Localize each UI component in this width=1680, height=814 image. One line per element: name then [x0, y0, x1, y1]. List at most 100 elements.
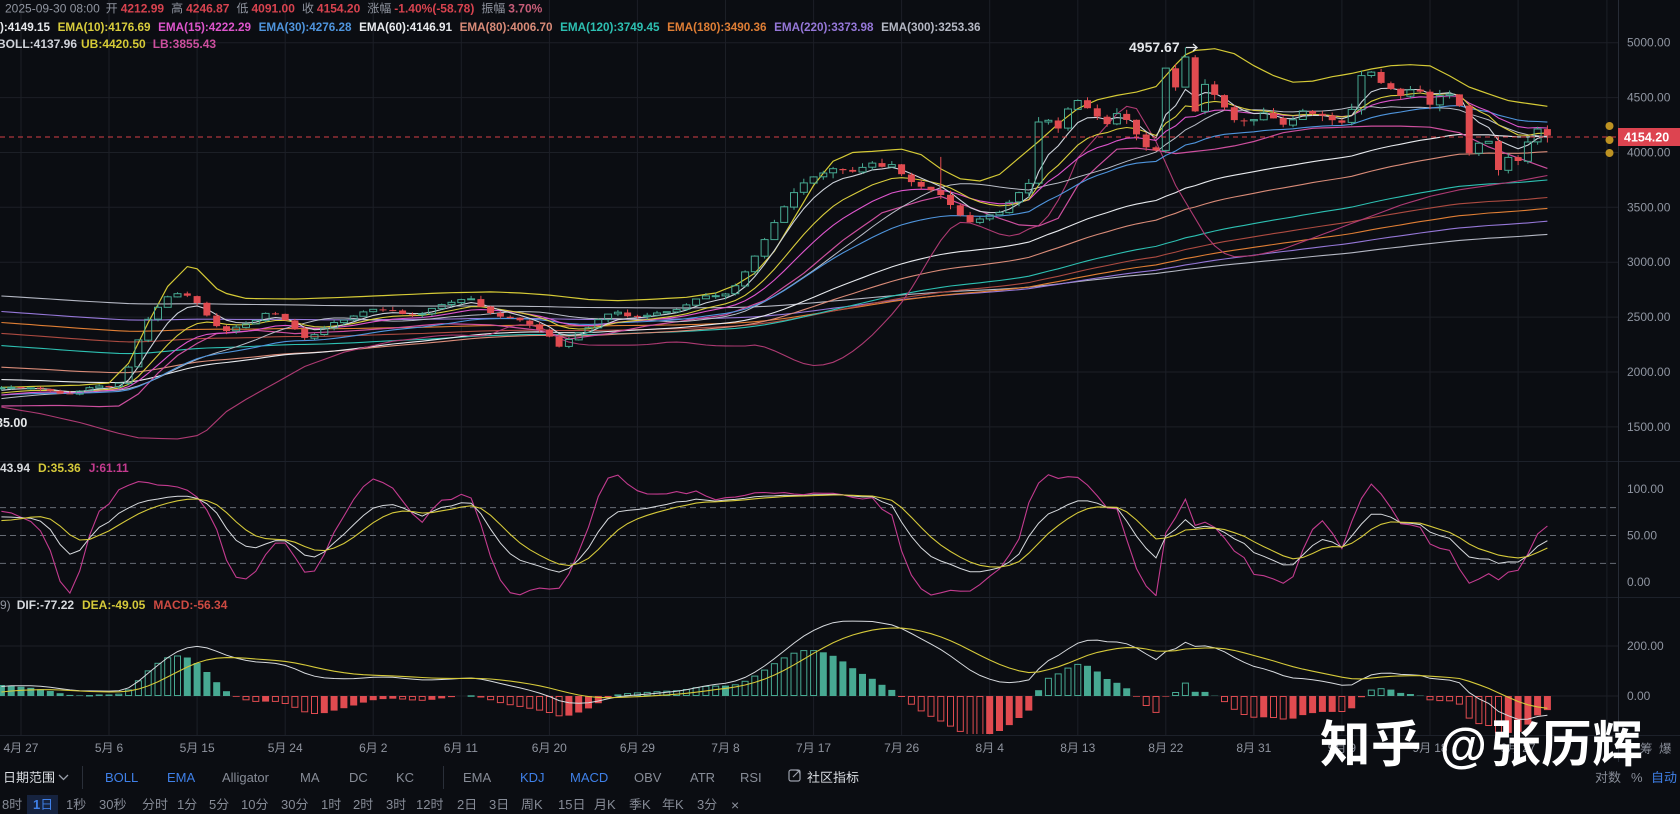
svg-text:EMA(30):4276.28: EMA(30):4276.28 — [259, 21, 352, 34]
svg-text:OBV: OBV — [634, 770, 662, 785]
svg-text:3000.00: 3000.00 — [1627, 255, 1671, 269]
svg-text:KDJ: KDJ — [520, 770, 545, 785]
svg-text:EMA(80):4006.70: EMA(80):4006.70 — [460, 21, 553, 34]
svg-text:LB:3855.43: LB:3855.43 — [153, 37, 217, 51]
svg-text:4154.20: 4154.20 — [317, 2, 361, 16]
svg-text:EMA(60):4146.91: EMA(60):4146.91 — [359, 21, 452, 34]
svg-text:7: 7 — [796, 741, 803, 755]
svg-text:BOLL:4137.96: BOLL:4137.96 — [0, 37, 77, 51]
svg-text:):4149.15: ):4149.15 — [0, 21, 51, 34]
svg-text:J:61.11: J:61.11 — [89, 461, 129, 475]
svg-text:K: K — [607, 797, 616, 812]
svg-text:4154.20: 4154.20 — [1624, 131, 1669, 145]
svg-text:8: 8 — [976, 741, 983, 755]
svg-text:EMA(15):4222.29: EMA(15):4222.29 — [158, 21, 251, 34]
svg-text:K: K — [642, 797, 651, 812]
svg-text:2: 2 — [457, 797, 464, 812]
svg-text:100.00: 100.00 — [1627, 482, 1664, 496]
svg-text:Alligator: Alligator — [222, 770, 270, 785]
svg-text:1: 1 — [321, 797, 328, 812]
svg-text:KC: KC — [396, 770, 414, 785]
svg-text:12: 12 — [416, 797, 430, 812]
svg-text:4: 4 — [4, 741, 11, 755]
svg-text:×: × — [731, 797, 739, 813]
svg-text:0.00: 0.00 — [1627, 689, 1651, 703]
svg-text:DC: DC — [349, 770, 368, 785]
svg-text:6: 6 — [117, 741, 124, 755]
svg-text:7: 7 — [884, 741, 891, 755]
svg-text:26: 26 — [906, 741, 920, 755]
svg-text:27: 27 — [25, 741, 39, 755]
svg-text:@: @ — [1440, 720, 1487, 773]
svg-text:20: 20 — [554, 741, 568, 755]
svg-text:50.00: 50.00 — [1627, 529, 1657, 543]
svg-text:RSI: RSI — [740, 770, 762, 785]
svg-text:EMA(120):3749.45: EMA(120):3749.45 — [560, 21, 660, 34]
svg-text:EMA: EMA — [463, 770, 492, 785]
svg-text:13: 13 — [1082, 741, 1096, 755]
svg-text:1: 1 — [66, 797, 73, 812]
svg-text:4091.00: 4091.00 — [252, 2, 296, 16]
svg-text:35.00: 35.00 — [0, 416, 27, 430]
svg-text:1: 1 — [33, 797, 40, 812]
svg-text:2025-09-30 08:00: 2025-09-30 08:00 — [5, 2, 100, 16]
svg-text:3500.00: 3500.00 — [1627, 200, 1671, 214]
svg-text:4: 4 — [997, 741, 1004, 755]
svg-text:EMA(10):4176.69: EMA(10):4176.69 — [58, 21, 151, 34]
svg-text:3: 3 — [489, 797, 496, 812]
svg-text:6: 6 — [359, 741, 366, 755]
svg-text:5: 5 — [268, 741, 275, 755]
svg-text:4212.99: 4212.99 — [121, 2, 165, 16]
svg-text:10: 10 — [241, 797, 255, 812]
svg-text:18: 18 — [1434, 741, 1448, 755]
svg-text:22: 22 — [1170, 741, 1184, 755]
svg-text:8: 8 — [2, 797, 9, 812]
svg-text:MA: MA — [300, 770, 320, 785]
svg-text:2000.00: 2000.00 — [1627, 365, 1671, 379]
svg-text:6: 6 — [620, 741, 627, 755]
svg-text:5: 5 — [180, 741, 187, 755]
svg-text:4000.00: 4000.00 — [1627, 146, 1671, 160]
svg-text:D:35.36: D:35.36 — [38, 461, 81, 475]
svg-text:UB:4420.50: UB:4420.50 — [81, 37, 146, 51]
svg-text:4246.87: 4246.87 — [186, 2, 230, 16]
svg-text:30: 30 — [281, 797, 295, 812]
svg-text:EMA(220):3373.98: EMA(220):3373.98 — [774, 21, 874, 34]
svg-text:8: 8 — [1060, 741, 1067, 755]
svg-text:5: 5 — [209, 797, 216, 812]
svg-text:3.70%: 3.70% — [508, 2, 542, 16]
svg-text:2: 2 — [353, 797, 360, 812]
svg-text:5: 5 — [95, 741, 102, 755]
svg-text:3: 3 — [697, 797, 704, 812]
svg-text:17: 17 — [818, 741, 832, 755]
svg-text:2500.00: 2500.00 — [1627, 310, 1671, 324]
svg-text:1: 1 — [177, 797, 184, 812]
svg-text:200.00: 200.00 — [1627, 639, 1664, 653]
svg-text:BOLL: BOLL — [105, 770, 138, 785]
svg-text:5000.00: 5000.00 — [1627, 36, 1671, 50]
svg-text:MACD:-56.34: MACD:-56.34 — [153, 598, 227, 612]
svg-text:EMA: EMA — [167, 770, 196, 785]
svg-text:7: 7 — [711, 741, 718, 755]
svg-text:8: 8 — [1236, 741, 1243, 755]
svg-text:6: 6 — [532, 741, 539, 755]
svg-text:11: 11 — [466, 741, 479, 755]
svg-text:MACD: MACD — [570, 770, 608, 785]
svg-text:4957.67: 4957.67 — [1129, 39, 1180, 55]
svg-text:-1.40%(-58.78): -1.40%(-58.78) — [394, 2, 474, 16]
svg-text:K: K — [675, 797, 684, 812]
svg-text:9): 9) — [0, 598, 11, 612]
svg-text:24: 24 — [289, 741, 303, 755]
svg-text:ATR: ATR — [690, 770, 715, 785]
svg-text:8: 8 — [733, 741, 740, 755]
svg-text:2: 2 — [381, 741, 388, 755]
svg-text:29: 29 — [642, 741, 656, 755]
svg-text:1500.00: 1500.00 — [1627, 420, 1671, 434]
svg-text:EMA(300):3253.36: EMA(300):3253.36 — [881, 21, 981, 34]
svg-text:4500.00: 4500.00 — [1627, 91, 1671, 105]
svg-text:3: 3 — [386, 797, 393, 812]
svg-text:%: % — [1631, 770, 1643, 785]
svg-text:EMA(180):3490.36: EMA(180):3490.36 — [667, 21, 767, 34]
svg-text:43.94: 43.94 — [0, 461, 30, 475]
svg-text:DIF:-77.22: DIF:-77.22 — [17, 598, 75, 612]
